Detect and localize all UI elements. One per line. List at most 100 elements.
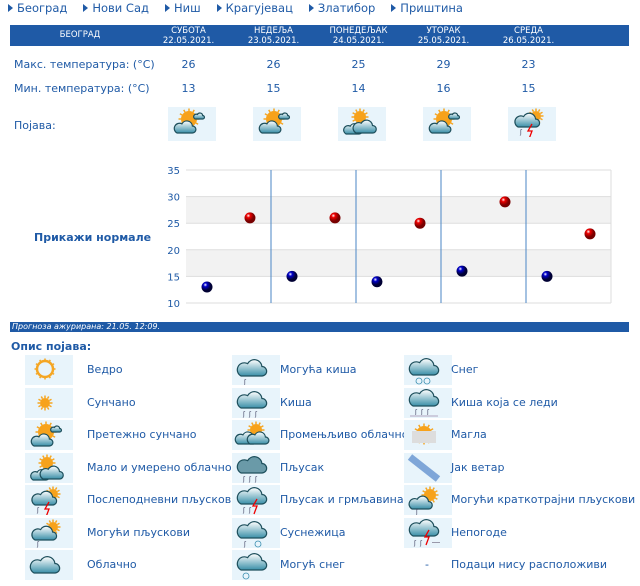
band (186, 196, 611, 224)
max-temp: 26 (181, 58, 196, 71)
svg-text:ʃ: ʃ (242, 411, 246, 418)
svg-text:ʃ: ʃ (36, 507, 40, 514)
weather-icon-sun-cloud (253, 107, 301, 141)
phenomenon-label: Појава: (14, 119, 56, 132)
legend-icon-snow (404, 355, 452, 385)
legend-icon-sun-cloud (25, 420, 73, 450)
legend-label: Пљусак (280, 460, 325, 474)
y-tick-label: 20 (167, 246, 180, 257)
band (186, 249, 611, 277)
legend-icon-possible-rain: ʃ (232, 355, 280, 386)
min-temp: 15 (521, 82, 536, 95)
weather-icon-sun-clouds (338, 107, 386, 141)
svg-text:ʃ: ʃ (254, 476, 258, 483)
day-header: ПОНЕДЕЉАК 24.05.2021. (316, 26, 401, 46)
no-data-symbol: - (425, 558, 429, 571)
max-temp-point (414, 217, 426, 229)
min-temp-point (286, 270, 298, 282)
svg-text:ʃ: ʃ (248, 507, 252, 514)
legend-title: Опис појава: (11, 340, 92, 353)
min-temp: 14 (351, 82, 366, 95)
svg-text:ʃ: ʃ (248, 411, 252, 418)
legend-label: Киша која се леди (451, 395, 558, 409)
max-temp: 26 (266, 58, 281, 71)
legend-icon-fog (404, 420, 452, 450)
y-tick-label: 15 (167, 272, 180, 283)
day-date: 24.05.2021. (332, 36, 385, 46)
day-name: НЕДЕЉА (254, 26, 293, 36)
arrow-icon (308, 4, 314, 12)
svg-text:ʃ: ʃ (419, 540, 423, 547)
forecast-header: БЕОГРАД СУБОТА 22.05.2021. НЕДЕЉА 23.05.202… (10, 25, 629, 46)
nav-link-5[interactable]: Приштина (391, 0, 463, 16)
svg-text:ʃ: ʃ (36, 541, 40, 548)
svg-text:ʃ: ʃ (420, 409, 424, 416)
arrow-icon (391, 4, 397, 12)
nav-link-label: Нови Сад (92, 1, 149, 15)
nav-link-label: Крагујевац (225, 1, 293, 15)
min-temp-point (201, 281, 213, 293)
day-name: СУБОТА (171, 26, 206, 36)
y-tick-label: 25 (167, 219, 180, 230)
day-header: СРЕДА 26.05.2021. (486, 26, 571, 46)
day-name: ПОНЕДЕЉАК (329, 26, 388, 36)
legend-icon-partly-cloudy (232, 420, 280, 450)
legend-icon-possible-showers: ʃ (25, 517, 73, 548)
svg-text:ʃ: ʃ (242, 476, 246, 483)
legend-label: Послеподневни пљускови (87, 493, 239, 506)
legend-icon-sun-clouds (25, 452, 73, 483)
min-temp-point (371, 276, 383, 288)
max-temp: 29 (436, 58, 451, 71)
min-temp: 15 (266, 82, 281, 95)
nav-link-label: Златибор (317, 1, 376, 15)
nav-link-3[interactable]: Крагујевац (216, 0, 293, 16)
min-temp-label: Мин. температура: (°C) (14, 82, 150, 95)
max-temp-point (329, 212, 341, 224)
legend-icon-sleet: ʃ (232, 517, 280, 548)
svg-text:ʃ: ʃ (519, 129, 523, 136)
svg-text:ʃ: ʃ (413, 540, 417, 547)
day-header: НЕДЕЉА 23.05.2021. (231, 26, 316, 46)
legend-icon-clear (25, 355, 73, 385)
nav-link-1[interactable]: Нови Сад (83, 0, 149, 16)
legend-label: Подаци нису расположиви (451, 558, 608, 571)
max-temp-point (499, 196, 511, 208)
nav-link-4[interactable]: Златибор (308, 0, 376, 16)
y-tick-label: 10 (167, 299, 180, 310)
arrow-icon (83, 4, 89, 12)
svg-text:ʃ: ʃ (414, 409, 418, 416)
legend-icon-possible-snow (232, 550, 280, 580)
nav-link-label: Ниш (173, 1, 201, 15)
legend-icon-sunny (25, 387, 73, 418)
nav-link-0[interactable]: Београд (8, 0, 67, 16)
legend-label: Непогоде (451, 525, 507, 539)
show-normals-link[interactable]: Прикажи нормале (34, 231, 152, 244)
max-temp: 25 (351, 58, 366, 71)
arrow-icon (216, 4, 222, 12)
day-date: 22.05.2021. (162, 36, 215, 46)
legend-icon-wind (404, 452, 452, 483)
day-date: 26.05.2021. (502, 36, 555, 46)
legend-label: Снег (451, 363, 479, 376)
legend-label: Промењљиво облачно (280, 428, 409, 441)
svg-text:ʃ: ʃ (254, 411, 258, 418)
legend-label: Мало и умерено облачно (87, 460, 232, 474)
max-temp: 23 (521, 58, 536, 71)
nav-link-label: Приштина (400, 1, 463, 15)
legend-icon-afternoon-showers: ʃ (25, 485, 73, 518)
day-date: 23.05.2021. (247, 36, 300, 46)
max-temp-label: Макс. температура: (°C) (14, 58, 155, 71)
nav-link-2[interactable]: Ниш (164, 0, 201, 16)
svg-text:ʃ: ʃ (415, 509, 419, 515)
city-name: БЕОГРАД (59, 30, 101, 40)
min-temp-point (456, 265, 468, 277)
legend-label: Облачно (87, 558, 137, 571)
legend-label: Суснежица (280, 525, 346, 539)
weather-icon-sun-cloud (168, 107, 216, 141)
day-header: УТОРАК 25.05.2021. (401, 26, 486, 46)
svg-text:ʃ: ʃ (248, 476, 252, 483)
legend-label: Могућа киша (280, 363, 357, 376)
